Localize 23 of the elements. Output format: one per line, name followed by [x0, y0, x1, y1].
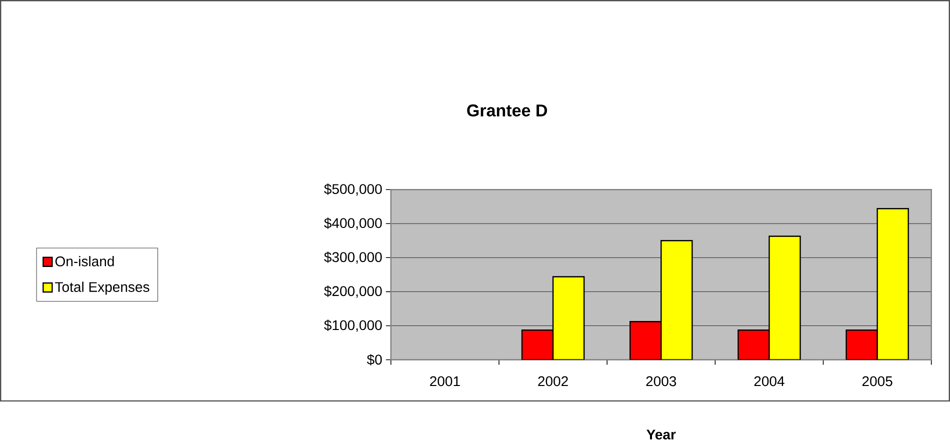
- x-tick-label: 2003: [646, 376, 676, 386]
- bar: [768, 236, 801, 360]
- y-tick-label: $300,000: [324, 252, 382, 264]
- bar: [521, 330, 554, 360]
- y-tick-label: $200,000: [324, 286, 382, 298]
- bar: [846, 330, 878, 360]
- y-tick-label: $0: [366, 354, 382, 366]
- bar: [630, 321, 662, 360]
- x-tick-label: 2002: [538, 376, 568, 386]
- chart-title: Grantee D: [467, 104, 548, 117]
- y-tick-label: $400,000: [324, 218, 382, 230]
- y-tick-label: $500,000: [324, 184, 382, 196]
- y-tick-label: $100,000: [324, 320, 382, 332]
- legend-label: On-island: [55, 256, 114, 266]
- bar: [552, 276, 585, 360]
- x-axis-title: Year: [646, 430, 676, 440]
- x-tick-label: 2005: [862, 376, 892, 386]
- x-tick-label: 2001: [430, 376, 460, 386]
- legend-label: Total Expenses: [55, 282, 150, 295]
- bar: [876, 208, 909, 360]
- bar: [660, 240, 693, 360]
- x-tick-label: 2004: [754, 376, 784, 386]
- bar: [738, 330, 770, 360]
